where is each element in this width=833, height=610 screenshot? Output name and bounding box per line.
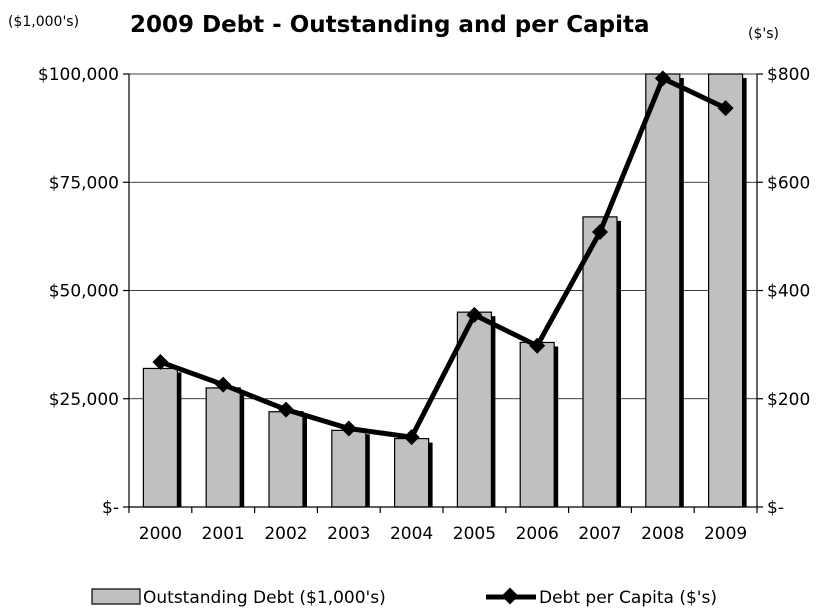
point-2004: [403, 429, 420, 446]
plot-area: $- $25,000 $50,000 $75,000 $100,000 $- $200 $40…: [38, 65, 810, 544]
x-tick-label: 2001: [202, 524, 245, 544]
bar-2006: [519, 341, 555, 508]
right-axis-unit: ($'s): [748, 26, 779, 42]
left-tick-label: $50,000: [49, 282, 119, 302]
legend-label-outstanding-debt: Outstanding Debt ($1,000's): [143, 588, 386, 608]
x-tick-label: 2008: [641, 524, 684, 544]
bar-2008: [645, 73, 681, 508]
point-2002: [278, 401, 294, 418]
left-tick-label: $75,000: [49, 173, 119, 193]
bar-2000: [142, 367, 178, 508]
point-2008: [654, 70, 671, 87]
point-2001: [215, 376, 232, 393]
point-2006: [529, 337, 546, 354]
point-2009: [717, 100, 734, 117]
x-tick-label: 2002: [264, 524, 307, 544]
bar-2001: [205, 387, 241, 508]
right-tick-label: $800: [767, 65, 810, 85]
bar-2002: [268, 411, 304, 508]
point-2007: [592, 224, 608, 241]
left-tick-label: $-: [102, 498, 119, 518]
bar-2009: [707, 73, 744, 508]
bar-2003: [331, 429, 367, 508]
left-axis-unit: ($1,000's): [8, 14, 79, 30]
left-tick-label: $25,000: [49, 390, 119, 410]
bar-2007: [582, 216, 618, 508]
point-2003: [340, 420, 357, 437]
line-debt-per-capita: [159, 75, 727, 440]
x-tick-label: 2003: [327, 524, 370, 544]
legend-label-debt-per-capita: Debt per Capita ($'s): [539, 588, 717, 608]
left-tick-label: $100,000: [38, 65, 119, 85]
right-tick-label: $-: [767, 498, 784, 518]
legend: Outstanding Debt ($1,000's) Debt per Cap…: [91, 587, 717, 608]
chart-title: 2009 Debt - Outstanding and per Capita: [130, 12, 649, 38]
bar-2004: [394, 437, 430, 508]
x-tick-label: 2000: [139, 524, 182, 544]
legend-diamond-marker: [501, 587, 519, 605]
right-tick-label: $400: [767, 282, 810, 302]
right-tick-label: $600: [767, 173, 810, 193]
x-tick-label: 2004: [390, 524, 433, 544]
legend-bar-swatch: [91, 588, 141, 605]
x-tick-label: 2007: [578, 524, 621, 544]
point-2000: [152, 353, 169, 370]
x-tick-label: 2005: [453, 524, 496, 544]
right-tick-label: $200: [767, 390, 810, 410]
x-tick-label: 2006: [516, 524, 559, 544]
x-tick-label: 2009: [704, 524, 747, 544]
point-2005: [466, 306, 483, 323]
